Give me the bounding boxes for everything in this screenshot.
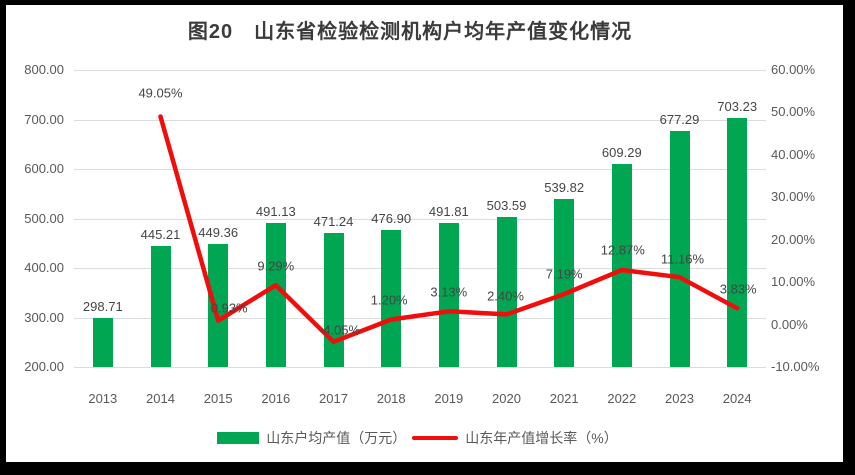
left-axis-tick: 800.00	[24, 62, 64, 77]
gridline	[74, 70, 766, 71]
bar-value-label: 491.81	[428, 203, 469, 219]
x-axis-tick: 2022	[607, 391, 637, 406]
legend-line-label: 山东年产值增长率（%）	[465, 430, 618, 446]
legend-item-line-series: 山东年产值增长率（%）	[412, 428, 618, 448]
right-axis-tick: 10.00%	[771, 274, 816, 290]
x-axis-tick: 2013	[88, 391, 118, 406]
right-axis-tick: -10.00%	[771, 359, 820, 374]
right-axis-tick: 60.00%	[771, 62, 816, 77]
bar	[381, 229, 402, 367]
bar-value-label: 449.36	[198, 224, 239, 240]
left-axis-tick: 700.00	[24, 111, 64, 127]
bar-value-label: 491.13	[255, 203, 296, 219]
bar	[669, 130, 690, 367]
bar-value-label: 471.24	[313, 213, 354, 229]
line-value-label: -4.05%	[318, 322, 361, 338]
bar	[438, 222, 459, 367]
bar	[611, 164, 632, 367]
x-axis-tick: 2017	[319, 391, 348, 406]
right-axis-tick: 0.00%	[771, 316, 808, 332]
bar-value-label: 445.21	[140, 226, 181, 242]
gridline	[74, 169, 766, 170]
left-axis-tick: 200.00	[24, 359, 64, 374]
line-value-label: 9.29%	[257, 258, 295, 274]
line-value-label: 11.16%	[660, 251, 705, 267]
chart-title: 图20 山东省检验检测机构户均年产值变化情况	[187, 21, 633, 43]
bar-value-label: 539.82	[544, 179, 585, 195]
bar-value-label: 298.71	[82, 299, 123, 315]
chart-panel	[6, 5, 843, 462]
gridline	[74, 317, 766, 319]
bar-value-label: 677.29	[659, 111, 700, 127]
line-series-swatch	[412, 436, 459, 440]
bar	[265, 222, 286, 367]
legend-bar-label: 山东户均产值（万元）	[266, 430, 407, 446]
bar	[496, 216, 517, 367]
x-axis-tick: 2023	[665, 391, 694, 406]
bar-value-label: 503.59	[486, 197, 527, 213]
gridline	[74, 119, 766, 121]
x-axis-tick: 2016	[261, 391, 291, 406]
line-value-label: 0.93%	[210, 300, 248, 316]
left-axis-tick: 400.00	[24, 260, 64, 275]
right-axis-tick: 20.00%	[771, 231, 816, 247]
x-axis-tick: 2014	[146, 391, 175, 406]
gridline	[74, 367, 766, 368]
bar	[554, 198, 575, 367]
x-axis-tick: 2018	[376, 391, 406, 406]
bar	[150, 245, 171, 367]
bar-series-swatch	[217, 432, 260, 444]
left-axis-tick: 600.00	[24, 161, 64, 176]
line-value-label: 49.05%	[138, 85, 183, 100]
right-axis-tick: 40.00%	[771, 146, 816, 162]
gridline	[74, 218, 766, 220]
x-axis-tick: 2021	[549, 391, 579, 406]
line-value-label: 1.20%	[370, 292, 408, 307]
line-value-label: 7.19%	[545, 266, 583, 282]
x-axis-tick: 2019	[434, 391, 464, 406]
bar-value-label: 703.23	[717, 98, 758, 114]
line-value-label: 3.83%	[719, 281, 757, 297]
right-axis-tick: 50.00%	[771, 104, 816, 120]
x-axis-tick: 2020	[492, 391, 521, 406]
gridline	[74, 268, 766, 269]
x-axis-tick: 2015	[203, 391, 233, 406]
bar	[323, 232, 344, 367]
bar-value-label: 476.90	[371, 210, 412, 226]
legend-item-bar-series: 山东户均产值（万元）	[217, 428, 406, 448]
left-axis-tick: 300.00	[24, 309, 64, 325]
legend: 山东户均产值（万元） 山东年产值增长率（%）	[0, 428, 835, 448]
bar	[208, 243, 229, 367]
left-axis-tick: 500.00	[24, 210, 64, 226]
growth-rate-polyline	[158, 114, 740, 345]
line-value-label: 2.40%	[487, 288, 524, 304]
right-axis-tick: 30.00%	[771, 189, 816, 205]
x-axis-tick: 2024	[722, 391, 752, 406]
line-value-label: 12.87%	[600, 242, 645, 258]
line-value-label: 3.13%	[430, 284, 468, 300]
bar	[92, 318, 113, 367]
bar-value-label: 609.29	[601, 145, 642, 161]
